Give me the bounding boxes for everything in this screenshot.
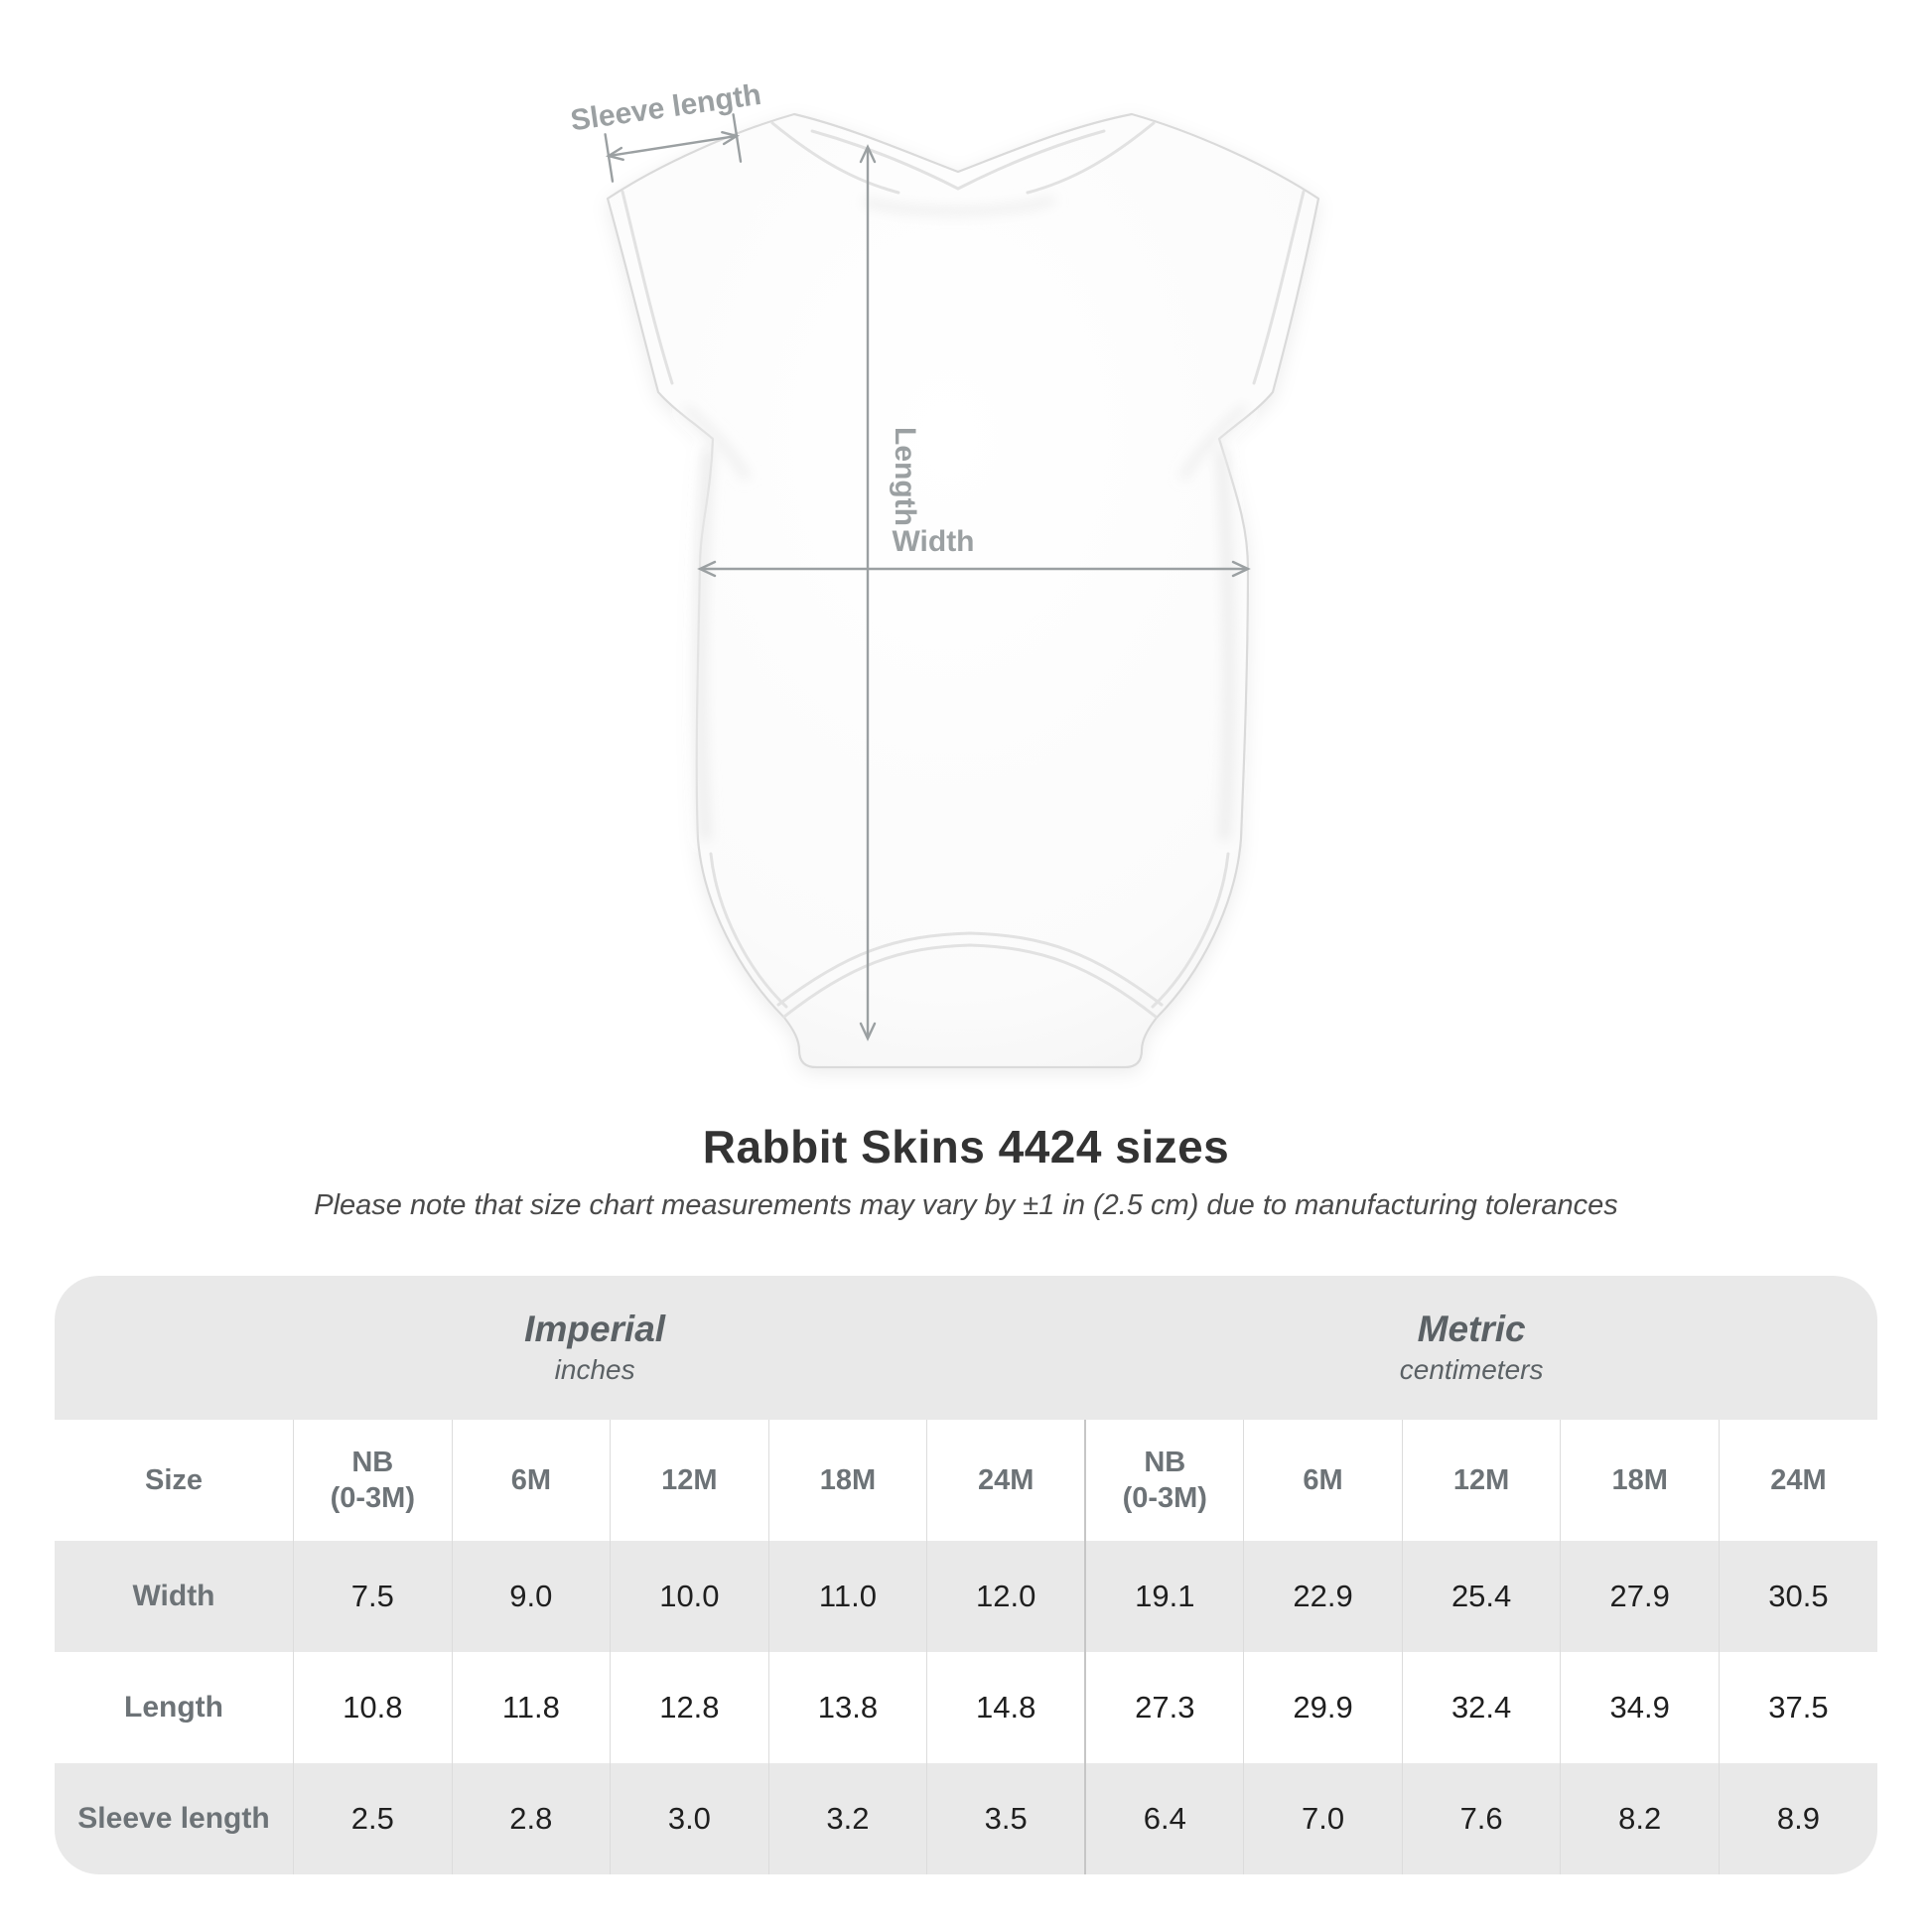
value-cell: 9.0: [451, 1541, 611, 1652]
value-cell: 3.2: [767, 1763, 927, 1874]
crotch-flap-seam-inner: [782, 943, 1158, 1019]
value-cell: 22.9: [1243, 1541, 1403, 1652]
value-cell: 11.0: [767, 1541, 927, 1652]
value-cell: 6.4: [1084, 1763, 1244, 1874]
neckline-binding-seam: [810, 129, 1106, 191]
column-header: 18M: [767, 1420, 927, 1541]
table-row-length: Length 10.8 11.8 12.8 13.8 14.8 27.3 29.…: [55, 1652, 1877, 1763]
value-cell: 29.9: [1243, 1652, 1403, 1763]
column-header: 12M: [1401, 1420, 1561, 1541]
width-arrowhead-left: [697, 560, 717, 578]
onesie-illustration: [606, 112, 1320, 1069]
column-header: 6M: [1243, 1420, 1403, 1541]
fabric-shading: [682, 194, 1248, 841]
right-leg-binding-seam: [1151, 852, 1230, 1009]
value-cell: 12.8: [610, 1652, 769, 1763]
column-header: NB (0-3M): [293, 1420, 453, 1541]
value-cell: 3.0: [610, 1763, 769, 1874]
value-cell: 30.5: [1718, 1541, 1877, 1652]
metric-title: Metric: [1417, 1309, 1526, 1350]
value-cell: 37.5: [1718, 1652, 1877, 1763]
width-arrowhead-right: [1231, 560, 1251, 578]
column-header: 24M: [1718, 1420, 1877, 1541]
row-label: Width: [55, 1541, 294, 1652]
length-arrowhead-top: [859, 144, 877, 164]
unit-header-imperial: Imperial inches: [55, 1276, 1086, 1420]
width-measure: Width: [697, 525, 1251, 578]
value-cell: 34.9: [1560, 1652, 1720, 1763]
column-header: 24M: [926, 1420, 1086, 1541]
row-label: Length: [55, 1652, 294, 1763]
imperial-unit: inches: [554, 1354, 635, 1386]
value-cell: 27.3: [1084, 1652, 1244, 1763]
unit-header-metric: Metric centimeters: [1085, 1276, 1877, 1420]
value-cell: 11.8: [451, 1652, 611, 1763]
onesie-seams: [621, 121, 1306, 1019]
value-cell: 2.5: [293, 1763, 453, 1874]
row-label: Sleeve length: [55, 1763, 294, 1874]
sleeve-tick-left: [604, 133, 615, 183]
value-cell: 19.1: [1084, 1541, 1244, 1652]
onesie-diagram: Sleeve length Length Width: [569, 79, 1320, 1069]
value-cell: 8.2: [1560, 1763, 1720, 1874]
value-cell: 14.8: [926, 1652, 1086, 1763]
sleeve-length-label: Sleeve length: [569, 79, 763, 137]
column-header: 12M: [610, 1420, 769, 1541]
value-cell: 3.5: [926, 1763, 1086, 1874]
column-header: 6M: [451, 1420, 611, 1541]
value-cell: 13.8: [767, 1652, 927, 1763]
value-cell: 7.5: [293, 1541, 453, 1652]
crotch-flap-seam-outer: [776, 931, 1164, 1007]
length-arrowhead-bottom: [859, 1022, 877, 1041]
page-title: Rabbit Skins 4424 sizes: [702, 1121, 1230, 1173]
metric-unit: centimeters: [1399, 1354, 1544, 1386]
value-cell: 8.9: [1718, 1763, 1877, 1874]
value-cell: 25.4: [1401, 1541, 1561, 1652]
value-cell: 32.4: [1401, 1652, 1561, 1763]
lap-shoulder-left-seam: [770, 121, 900, 195]
width-label: Width: [892, 525, 974, 558]
size-table: Imperial inches Metric centimeters Size …: [55, 1276, 1877, 1874]
page-subtitle: Please note that size chart measurements…: [314, 1189, 1618, 1221]
value-cell: 12.0: [926, 1541, 1086, 1652]
onesie-silhouette: [606, 112, 1320, 1069]
column-header: NB (0-3M): [1084, 1420, 1244, 1541]
value-cell: 27.9: [1560, 1541, 1720, 1652]
unit-header-row: Imperial inches Metric centimeters: [55, 1276, 1877, 1420]
value-cell: 7.0: [1243, 1763, 1403, 1874]
column-header: 18M: [1560, 1420, 1720, 1541]
value-cell: 10.8: [293, 1652, 453, 1763]
imperial-title: Imperial: [524, 1309, 666, 1350]
size-corner-header: Size: [55, 1420, 294, 1541]
table-row-width: Width 7.5 9.0 10.0 11.0 12.0 19.1 22.9 2…: [55, 1541, 1877, 1652]
column-header-row: Size NB (0-3M) 6M 12M 18M 24M: [55, 1420, 1877, 1541]
lap-shoulder-right-seam: [1026, 121, 1156, 195]
sleeve-length-arrow: [611, 135, 735, 157]
value-cell: 10.0: [610, 1541, 769, 1652]
value-cell: 2.8: [451, 1763, 611, 1874]
right-cuff-seam: [1252, 190, 1306, 385]
sleeve-tick-right: [732, 113, 743, 163]
table-row-sleeve-length: Sleeve length 2.5 2.8 3.0 3.2 3.5 6.4 7.…: [55, 1763, 1877, 1874]
left-cuff-seam: [621, 190, 674, 385]
length-measure: Length: [859, 144, 921, 1041]
length-label: Length: [889, 427, 921, 526]
left-leg-binding-seam: [709, 852, 788, 1009]
value-cell: 7.6: [1401, 1763, 1561, 1874]
